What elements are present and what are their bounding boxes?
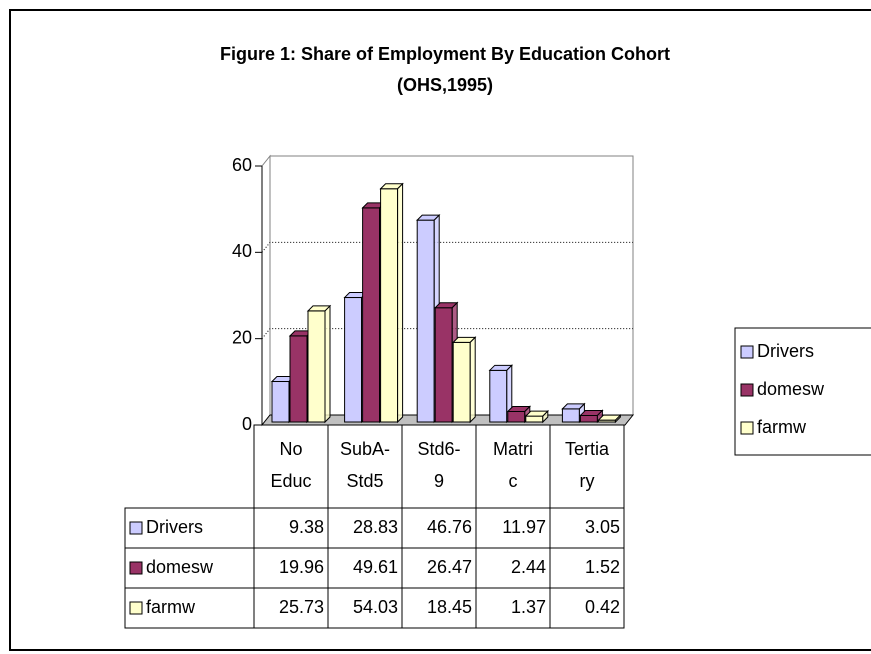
bar — [379, 182, 404, 424]
legend-key — [740, 421, 754, 435]
grid-line — [261, 241, 633, 253]
bar-front — [307, 310, 326, 423]
bar-side — [614, 413, 621, 424]
bar — [306, 304, 332, 424]
bar-side — [469, 336, 476, 424]
category-label: Std5 — [346, 471, 383, 491]
table-value: 11.97 — [502, 517, 546, 537]
table-value: 19.96 — [279, 557, 324, 577]
table-value: 9.38 — [289, 517, 324, 537]
table-series-name: domesw — [146, 557, 214, 577]
legend-box — [734, 327, 871, 456]
bar-front — [561, 408, 580, 423]
bar-side — [324, 304, 331, 424]
bar-front — [362, 207, 381, 423]
bar-front — [525, 415, 544, 423]
category-label: Std6- — [417, 439, 460, 459]
bar — [451, 336, 477, 424]
category-label: Matri — [493, 439, 533, 459]
bar — [579, 409, 604, 424]
bar — [597, 413, 622, 424]
legend-label: domesw — [757, 379, 825, 399]
category-label: Tertia — [565, 439, 610, 459]
chart-title: Figure 1: Share of Employment By Educati… — [220, 44, 670, 64]
table-value: 0.42 — [585, 597, 620, 617]
bar — [488, 364, 514, 424]
bar-front — [344, 297, 363, 423]
bar-side — [542, 409, 549, 424]
bar-front — [489, 369, 508, 423]
table-value: 1.52 — [585, 557, 620, 577]
legend-key — [740, 345, 754, 359]
category-label: c — [509, 471, 518, 491]
side-wall — [261, 154, 271, 427]
table-series-name: farmw — [146, 597, 196, 617]
table-value: 26.47 — [427, 557, 472, 577]
bar — [506, 405, 532, 424]
category-label: ry — [580, 471, 595, 491]
table-legend-key — [129, 561, 143, 575]
table-value: 54.03 — [353, 597, 398, 617]
bar-front — [579, 414, 598, 423]
bar-front — [507, 410, 526, 423]
bar-front — [416, 219, 435, 423]
table-row-header — [124, 587, 255, 629]
category-label: 9 — [434, 471, 444, 491]
table-value: 28.83 — [353, 517, 398, 537]
table-value: 2.44 — [511, 557, 546, 577]
y-tick-label: 40 — [232, 241, 252, 261]
category-label: Educ — [270, 471, 311, 491]
table-cell — [549, 587, 625, 629]
grid-line — [261, 328, 633, 339]
table-value: 46.76 — [427, 517, 472, 537]
bar-front — [434, 307, 453, 423]
y-tick-label: 0 — [242, 414, 252, 434]
legend-key — [740, 383, 754, 397]
y-tick-label: 60 — [232, 155, 252, 175]
category-label: No — [279, 439, 302, 459]
bar — [524, 409, 550, 424]
category-label: SubA- — [340, 439, 390, 459]
table-legend-key — [129, 521, 143, 535]
bar-front — [380, 188, 399, 423]
legend-label: farmw — [757, 417, 807, 437]
bar-front — [452, 341, 471, 423]
table-legend-key — [129, 601, 143, 615]
table-value: 18.45 — [427, 597, 472, 617]
bar-front — [289, 335, 308, 423]
chart-title: (OHS,1995) — [397, 75, 493, 95]
table-value: 25.73 — [279, 597, 324, 617]
table-value: 49.61 — [353, 557, 398, 577]
table-value: 3.05 — [585, 517, 620, 537]
legend-label: Drivers — [757, 341, 814, 361]
bar-side — [397, 182, 404, 424]
bar-front — [271, 381, 290, 423]
table-value: 1.37 — [511, 597, 546, 617]
y-tick-label: 20 — [232, 327, 252, 347]
table-series-name: Drivers — [146, 517, 203, 537]
